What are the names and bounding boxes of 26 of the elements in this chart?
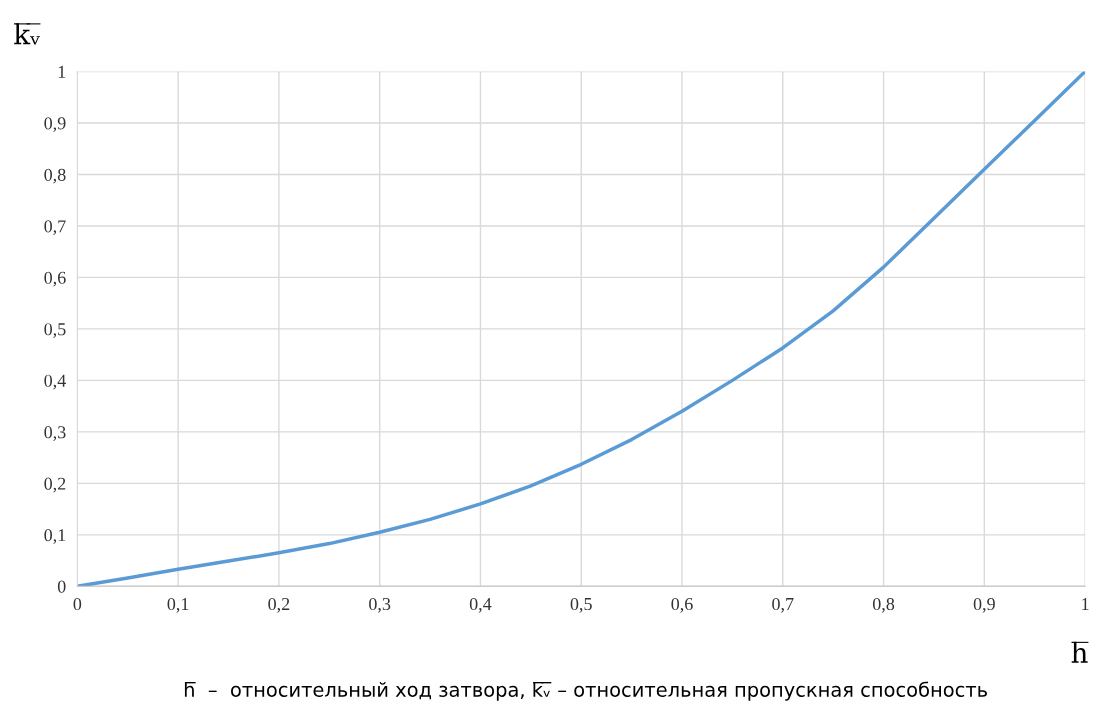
x-tick-label: 0,9 [973, 597, 995, 613]
y-tick-label: 0,2 [44, 477, 66, 493]
y-tick-label: 1 [58, 65, 66, 78]
x-tick-label: 0,7 [772, 597, 794, 613]
x-tick-label: 0,6 [671, 597, 693, 613]
y-tick-label: 0 [57, 580, 66, 593]
y-tick-label: 0,4 [44, 374, 66, 390]
x-tick-label: 0,8 [872, 597, 895, 613]
x-tick-label: 0,3 [369, 597, 391, 613]
line-series [77, 71, 1086, 587]
y-tick-label: 0,8 [44, 168, 66, 184]
y-tick-label: 0,5 [44, 323, 66, 338]
x-tick-label: 0,4 [469, 597, 492, 613]
x-tick-label: 0,2 [268, 597, 290, 613]
y-tick-label: 0,1 [44, 529, 66, 544]
x-tick-label: 1 [1082, 598, 1089, 610]
x-tick-label: 0,1 [167, 597, 189, 613]
y-axis-title: k̅ᵥ̅ [14, 23, 41, 45]
x-axis-title: h̅ [1071, 641, 1089, 663]
x-tick-label: 0,5 [570, 597, 592, 613]
y-tick-label: 0,7 [44, 220, 66, 235]
y-tick-label: 0,6 [44, 271, 66, 287]
y-tick-label: 0,3 [44, 426, 66, 441]
text: h̅ – относительный ход затвора, k̅ᵥ̅ – относительная пропускная способность [184, 681, 987, 701]
y-tick-label: 0,9 [44, 117, 66, 133]
x-tick-label: 0 [73, 597, 82, 611]
